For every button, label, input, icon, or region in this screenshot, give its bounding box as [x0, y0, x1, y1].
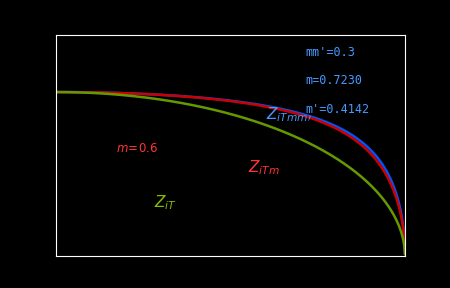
Text: m'=0.4142: m'=0.4142	[306, 103, 370, 116]
Text: $Z_{iTm}$: $Z_{iTm}$	[248, 158, 280, 177]
Text: $Z_{iT}$: $Z_{iT}$	[154, 194, 177, 212]
Text: $m\!=\!0.6$: $m\!=\!0.6$	[116, 142, 158, 155]
Text: mm'=0.3: mm'=0.3	[306, 46, 356, 59]
Text: $Z_{iTmm\prime}$: $Z_{iTmm\prime}$	[266, 105, 311, 124]
Text: m=0.7230: m=0.7230	[306, 75, 363, 88]
